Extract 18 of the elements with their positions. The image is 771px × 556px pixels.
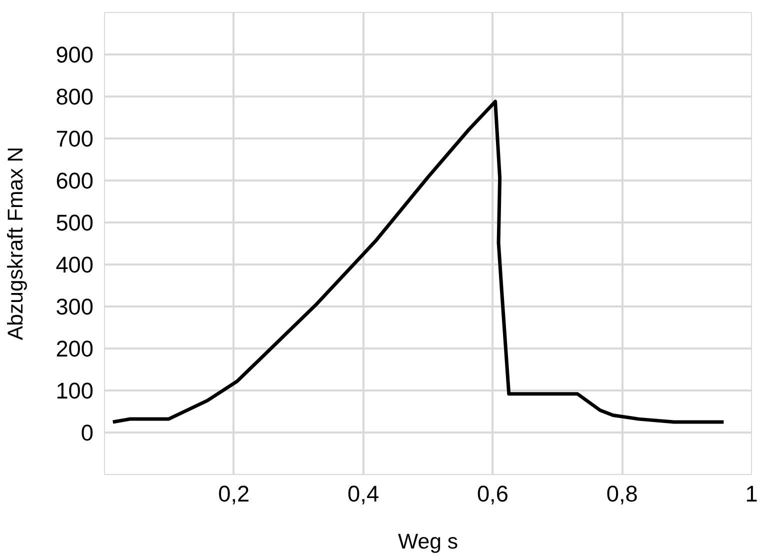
line-series — [111, 100, 726, 424]
y-tick-label: 700 — [56, 126, 94, 152]
x-axis-title: Weg s — [398, 530, 458, 554]
x-tick-label: 0,8 — [606, 480, 638, 506]
y-tick-label: 0 — [80, 420, 94, 446]
x-tick-label: 0,6 — [476, 480, 508, 506]
x-tick-label: 0,4 — [348, 480, 380, 506]
y-tick-label: 900 — [56, 42, 94, 68]
y-tick-label: 200 — [56, 336, 94, 362]
y-tick-label: 100 — [56, 378, 94, 404]
y-axis-title: Abzugskraft Fmax N — [4, 146, 28, 340]
y-tick-label: 400 — [56, 252, 94, 278]
y-tick-label: 300 — [56, 294, 94, 320]
x-tick-label: 0,2 — [218, 480, 250, 506]
y-tick-label: 500 — [56, 210, 94, 236]
y-tick-label: 800 — [56, 84, 94, 110]
y-tick-label: 600 — [56, 168, 94, 194]
x-tick-label: 1 — [745, 480, 758, 506]
